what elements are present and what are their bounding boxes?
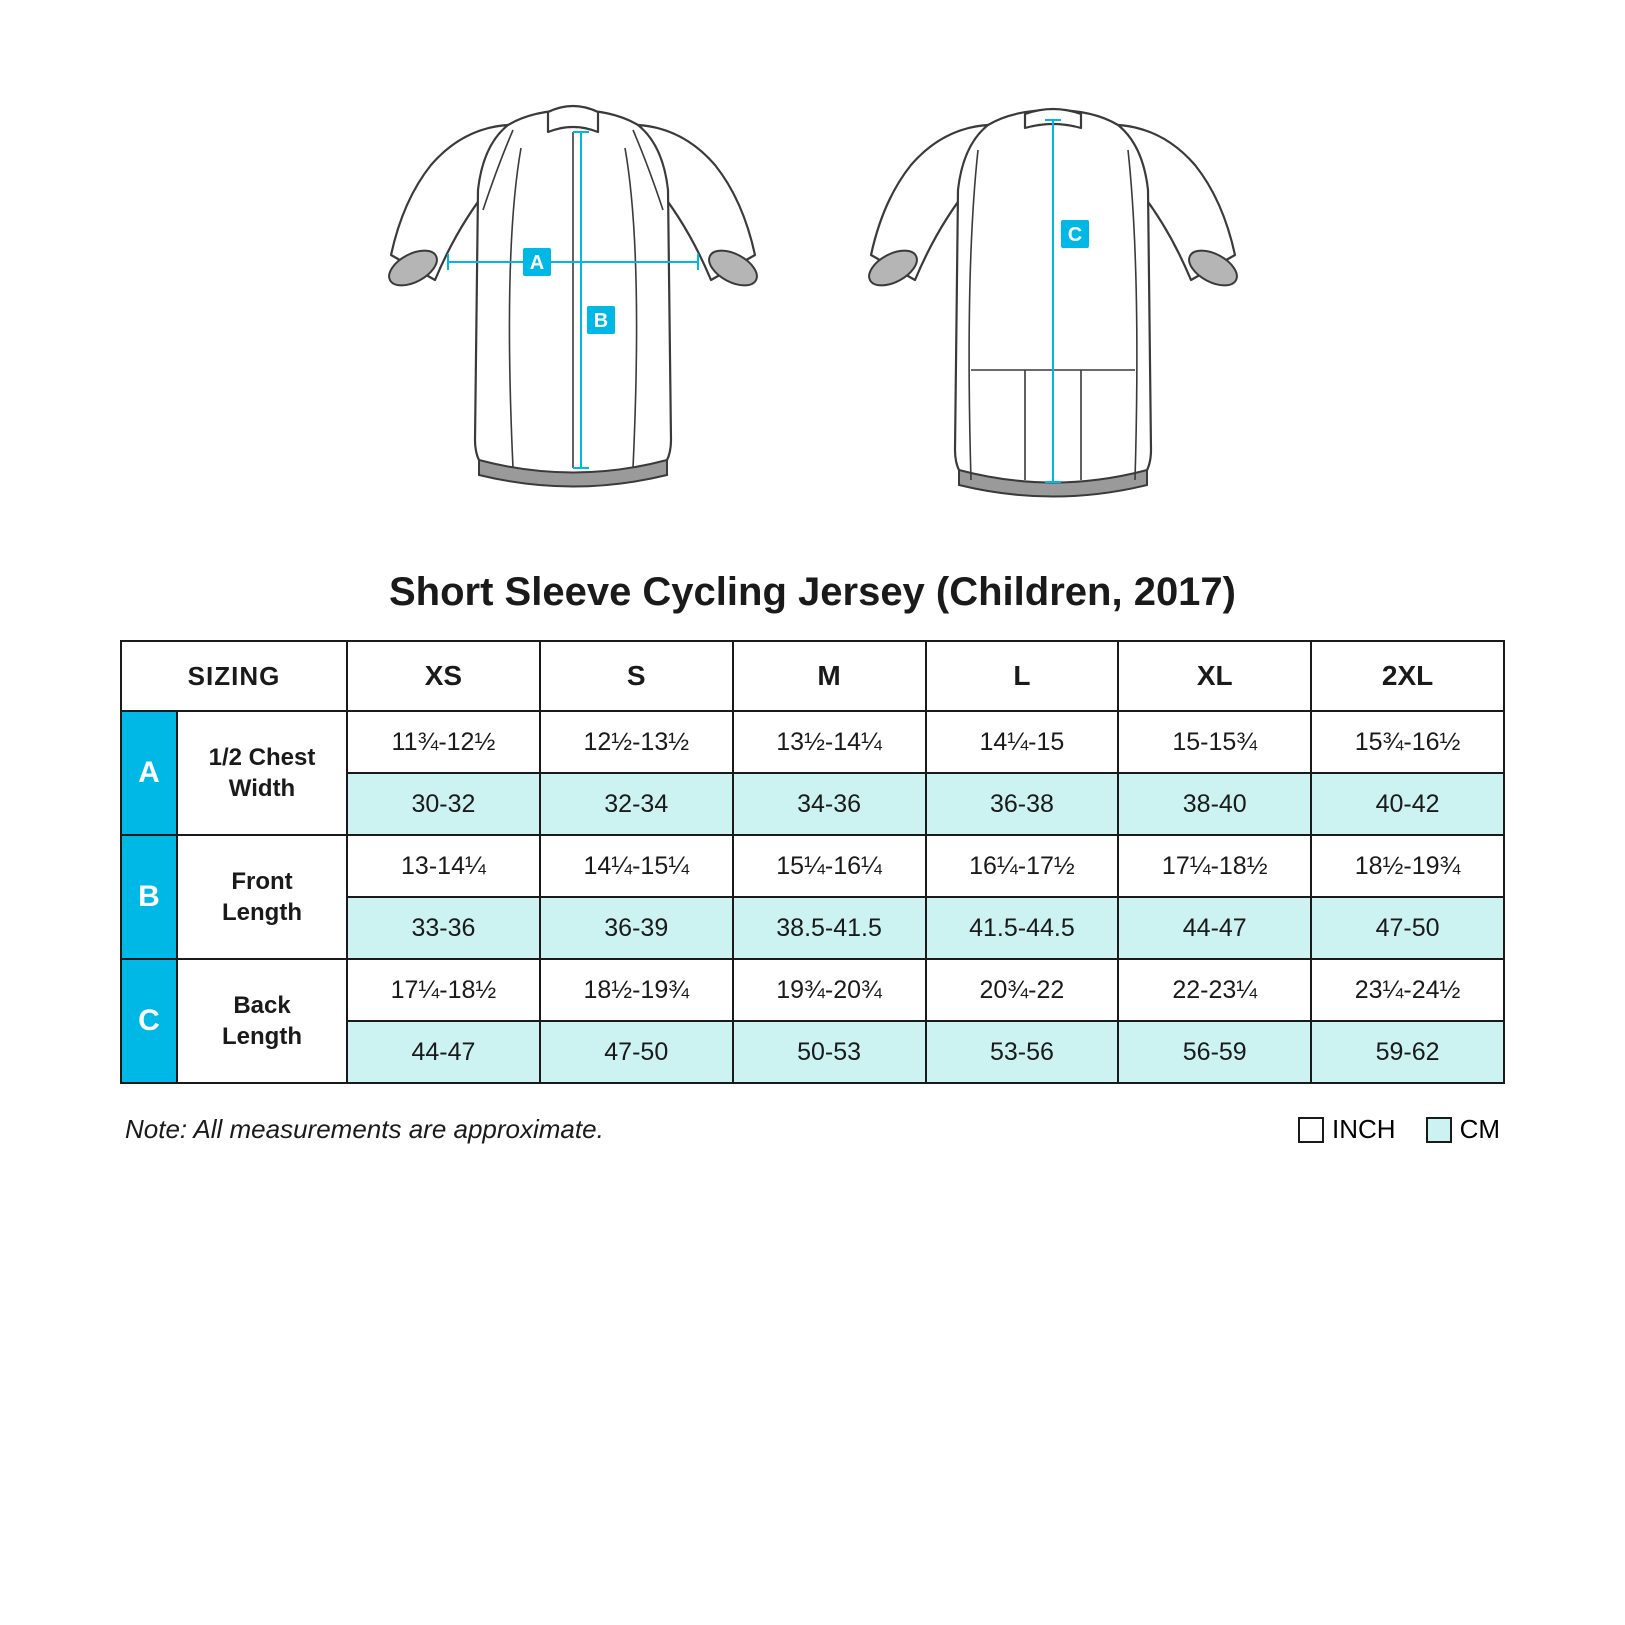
inch-value: 19¾-20¾ [733,959,926,1021]
inch-value: 17¼-18½ [1118,835,1311,897]
sizing-header: SIZING [121,641,347,711]
inch-value: 23¼-24½ [1311,959,1504,1021]
inch-value: 15¼-16¼ [733,835,926,897]
cm-value: 34-36 [733,773,926,835]
jersey-front-icon: A B [363,70,783,530]
cm-value: 47-50 [1311,897,1504,959]
size-header: L [926,641,1119,711]
marker-b-label: B [593,310,607,332]
chart-title: Short Sleeve Cycling Jersey (Children, 2… [120,570,1505,615]
jersey-diagrams: A B C [120,70,1505,530]
inch-value: 13½-14¼ [733,711,926,773]
cm-value: 47-50 [540,1021,733,1083]
inch-value: 13-14¼ [347,835,540,897]
inch-value: 22-23¼ [1118,959,1311,1021]
note-text: Note: All measurements are approximate. [125,1114,604,1145]
inch-value: 16¼-17½ [926,835,1119,897]
jersey-back-icon: C [843,70,1263,530]
cm-value: 38-40 [1118,773,1311,835]
unit-legend: INCH CM [1298,1114,1500,1145]
inch-value: 14¼-15 [926,711,1119,773]
inch-value: 15¾-16½ [1311,711,1504,773]
measurement-name: BackLength [177,959,347,1083]
inch-value: 20¾-22 [926,959,1119,1021]
inch-value: 11¾-12½ [347,711,540,773]
size-header: 2XL [1311,641,1504,711]
legend-cm-label: CM [1460,1114,1500,1145]
cm-value: 36-39 [540,897,733,959]
marker-a-label: A [529,252,543,274]
table-row: CBackLength17¼-18½18½-19¾19¾-20¾20¾-2222… [121,959,1504,1021]
footer: Note: All measurements are approximate. … [120,1114,1505,1145]
inch-value: 12½-13½ [540,711,733,773]
legend-inch: INCH [1298,1114,1396,1145]
row-letter: C [121,959,177,1083]
marker-c-label: C [1067,224,1081,246]
legend-inch-label: INCH [1332,1114,1396,1145]
measurement-name: 1/2 ChestWidth [177,711,347,835]
cm-value: 30-32 [347,773,540,835]
legend-cm: CM [1426,1114,1500,1145]
cm-value: 44-47 [1118,897,1311,959]
cm-value: 41.5-44.5 [926,897,1119,959]
measurement-name: FrontLength [177,835,347,959]
size-header: XS [347,641,540,711]
swatch-inch-icon [1298,1117,1324,1143]
table-row: BFrontLength13-14¼14¼-15¼15¼-16¼16¼-17½1… [121,835,1504,897]
cm-value: 38.5-41.5 [733,897,926,959]
cm-value: 33-36 [347,897,540,959]
cm-value: 56-59 [1118,1021,1311,1083]
size-header: M [733,641,926,711]
size-header: S [540,641,733,711]
row-letter: A [121,711,177,835]
table-header-row: SIZING XS S M L XL 2XL [121,641,1504,711]
cm-value: 53-56 [926,1021,1119,1083]
cm-value: 40-42 [1311,773,1504,835]
cm-value: 36-38 [926,773,1119,835]
inch-value: 18½-19¾ [1311,835,1504,897]
inch-value: 15-15¾ [1118,711,1311,773]
size-header: XL [1118,641,1311,711]
cm-value: 44-47 [347,1021,540,1083]
sizing-table: SIZING XS S M L XL 2XL A1/2 ChestWidth11… [120,640,1505,1084]
cm-value: 59-62 [1311,1021,1504,1083]
inch-value: 18½-19¾ [540,959,733,1021]
inch-value: 14¼-15¼ [540,835,733,897]
table-row: A1/2 ChestWidth11¾-12½12½-13½13½-14¼14¼-… [121,711,1504,773]
cm-value: 50-53 [733,1021,926,1083]
cm-value: 32-34 [540,773,733,835]
row-letter: B [121,835,177,959]
inch-value: 17¼-18½ [347,959,540,1021]
swatch-cm-icon [1426,1117,1452,1143]
